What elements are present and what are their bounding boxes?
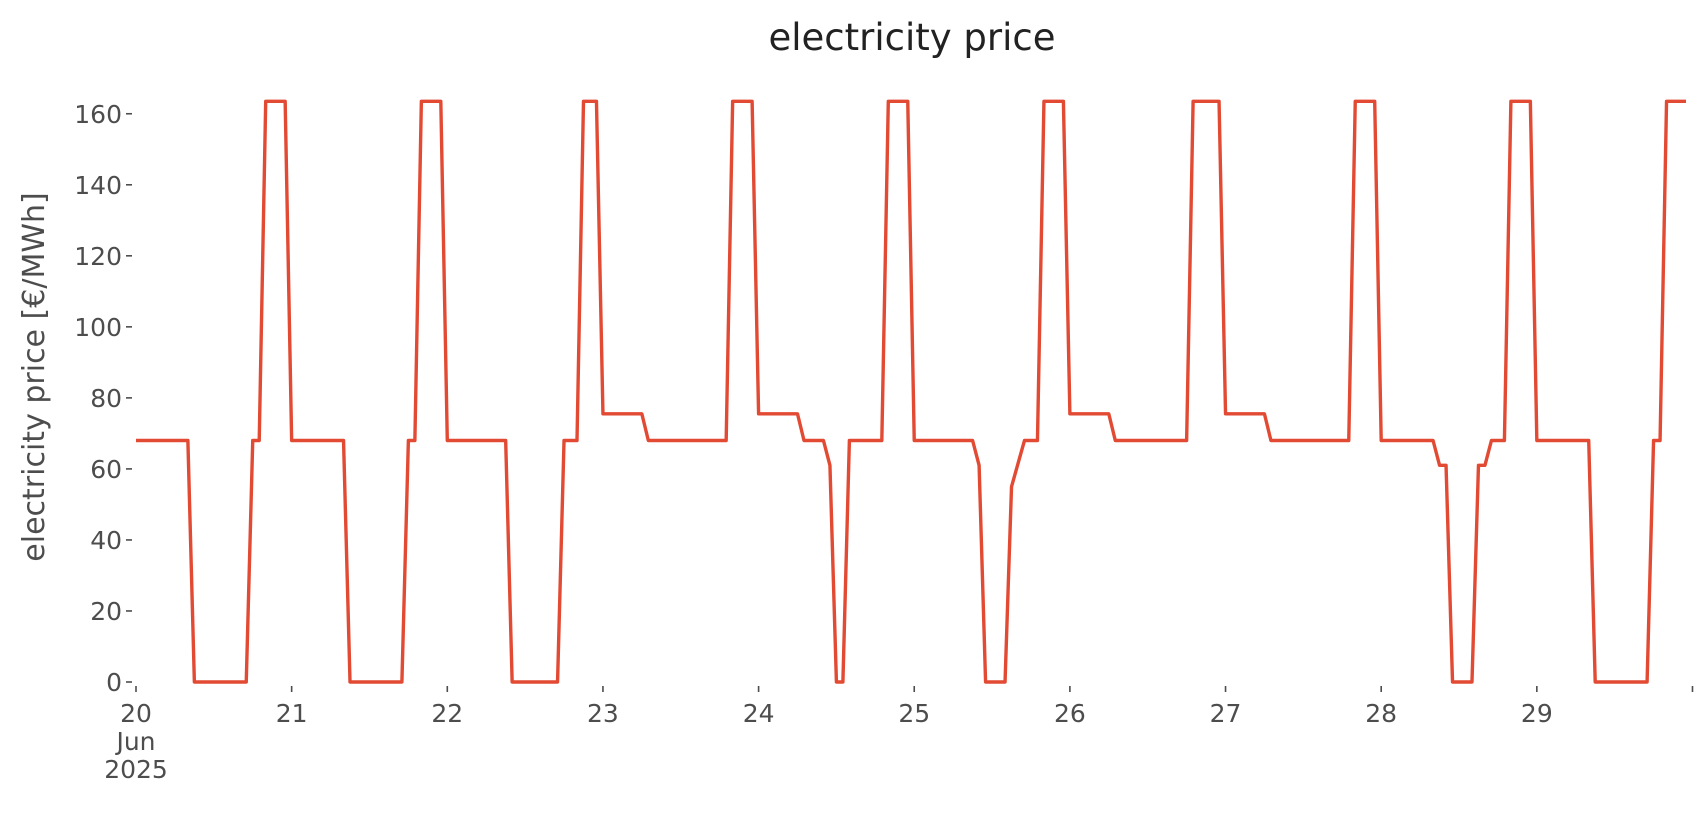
y-tick-label: 40 [90,526,122,555]
x-tick-label: 21 [276,699,308,728]
y-tick-label: 160 [74,100,122,129]
x-tick-label: 24 [743,699,775,728]
x-tick-label: 27 [1210,699,1242,728]
y-axis: 0 20 40 60 80 100 120 140 160 [74,100,132,697]
y-axis-label: electricity price [€/MWh] [17,192,52,561]
x-tick-sublabel: Jun [114,727,155,756]
y-tick-label: 20 [90,597,122,626]
y-tick-label: 80 [90,384,122,413]
y-tick-label: 100 [74,313,122,342]
x-tick-label: 26 [1054,699,1086,728]
x-tick-label: 29 [1521,699,1553,728]
x-tick-sublabel-year: 2025 [104,755,168,784]
x-tick-label: 23 [587,699,619,728]
y-tick-label: 120 [74,242,122,271]
x-tick-label: 25 [898,699,930,728]
y-tick-label: 0 [106,668,122,697]
x-tick-label: 20 [120,699,152,728]
x-tick-label: 22 [431,699,463,728]
x-tick-label: 28 [1365,699,1397,728]
chart-title: electricity price [768,16,1055,59]
y-tick-label: 60 [90,455,122,484]
plot-area [136,99,1686,684]
y-tick-label: 140 [74,171,122,200]
electricity-price-line [136,99,1686,684]
